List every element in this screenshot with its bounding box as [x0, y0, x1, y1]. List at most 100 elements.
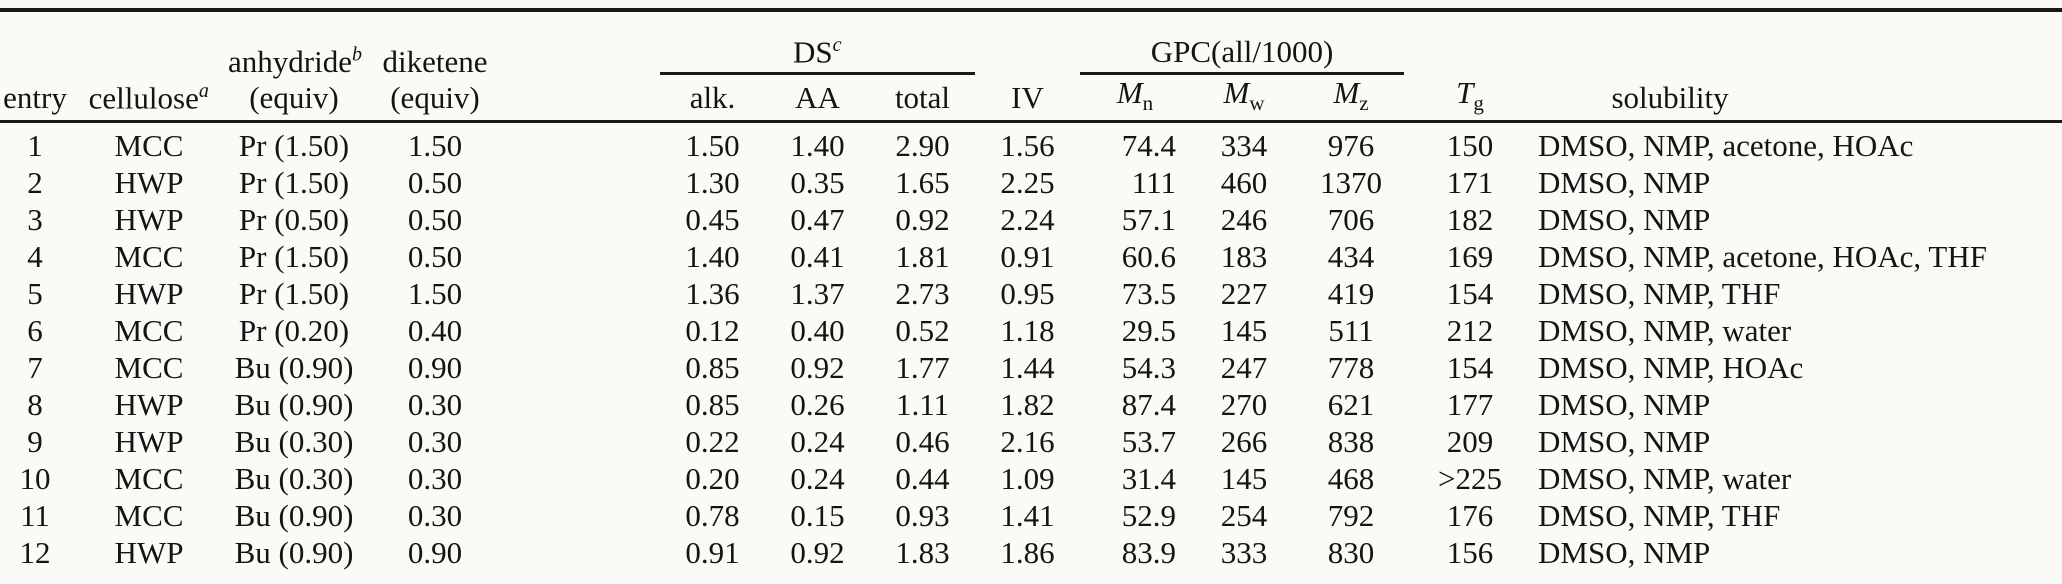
cell-ds-total: 2.73	[895, 275, 950, 311]
cell-mw: 334	[1190, 120, 1298, 165]
cell-mw: 254	[1220, 497, 1268, 533]
anhydride-unit-label: (equiv)	[249, 80, 339, 116]
col-header-cellulose: cellulosea	[70, 10, 228, 122]
col-header-mw: Mw	[1190, 74, 1298, 122]
cell-ds-alk: 0.78	[685, 497, 740, 533]
cell-mn: 31.4	[1121, 460, 1176, 496]
cell-mn: 29.5	[1121, 312, 1176, 348]
cell-mz: 468	[1327, 460, 1375, 496]
cell-entry: 2	[27, 164, 43, 200]
cell-iv: 1.44	[1000, 349, 1055, 385]
cell-entry: 11	[20, 497, 50, 533]
cell-cellulose: MCC	[70, 120, 228, 165]
tg-subscript: g	[1473, 91, 1484, 116]
header-row-subcolumns: alk. AA total Mn Mw Mz	[0, 74, 2062, 122]
cell-mz: 778	[1327, 349, 1375, 385]
cell-ds-alk: 1.30	[685, 164, 740, 200]
cell-mw: 333	[1220, 534, 1268, 570]
cell-iv: 2.16	[1000, 423, 1055, 459]
cell-mz: 706	[1327, 201, 1375, 237]
cell-anhydride: Bu (0.90)	[234, 534, 354, 570]
cell-anhydride: Pr (0.20)	[238, 312, 350, 348]
cell-entry: 3	[27, 201, 43, 237]
solubility-header-label: solubility	[1611, 80, 1729, 116]
cell-mw: 145	[1220, 312, 1268, 348]
cell-mw: 247	[1220, 349, 1268, 385]
table-row: 8 HWP Bu (0.90) 0.30 0.85 0.26 1.11 1.82…	[0, 386, 2062, 423]
tg-header-label: T	[1456, 75, 1474, 110]
cell-tg: 154	[1446, 349, 1494, 385]
cell-mz: 838	[1327, 423, 1375, 459]
cell-mz: 830	[1327, 534, 1375, 570]
cell-mn: 57.1	[1121, 201, 1176, 237]
cell-mz: 419	[1327, 275, 1375, 311]
total-header-label: total	[894, 80, 951, 116]
footnote-b-marker: b	[351, 43, 363, 66]
cell-diketene: 0.50	[407, 164, 463, 200]
cell-ds-alk: 0.91	[685, 534, 740, 570]
header-row-spanners: entry cellulosea anhydrideb (equiv) diket…	[0, 10, 2062, 115]
col-header-anhydride: anhydrideb (equiv)	[228, 10, 363, 122]
table-body: 1 MCC Pr (1.50) 1.50 1.50 1.40 2.90 1.56…	[0, 120, 2062, 572]
col-header-ds-alk: alk.	[660, 74, 765, 122]
cell-anhydride: Pr (0.50)	[238, 201, 350, 237]
table-row: 6 MCC Pr (0.20) 0.40 0.12 0.40 0.52 1.18…	[0, 312, 2062, 349]
col-group-ds: DSc	[660, 10, 975, 75]
cell-solubility: DMSO, NMP	[1538, 534, 1711, 570]
ds-group-label: DS	[792, 34, 833, 69]
mn-subscript: n	[1142, 91, 1154, 116]
anhydride-header-label: anhydrideb	[228, 43, 363, 80]
cell-ds-alk: 0.20	[685, 460, 740, 496]
cell-diketene: 0.40	[407, 312, 463, 348]
cell-ds-aa: 0.92	[790, 534, 845, 570]
cell-anhydride: Bu (0.90)	[234, 386, 354, 422]
table-row: 9 HWP Bu (0.30) 0.30 0.22 0.24 0.46 2.16…	[0, 423, 2062, 460]
diketene-unit-label: (equiv)	[390, 80, 480, 116]
cell-mn: 52.9	[1121, 497, 1176, 533]
cell-anhydride: Bu (0.90)	[234, 497, 354, 533]
cell-cellulose: HWP	[114, 534, 184, 570]
cell-mw: 266	[1220, 423, 1268, 459]
cell-solubility: DMSO, NMP	[1538, 201, 1711, 237]
cell-tg: 212	[1446, 312, 1494, 348]
aa-header-label: AA	[795, 80, 840, 116]
col-group-gpc: GPC(all/1000)	[1080, 10, 1405, 75]
cell-tg: 209	[1446, 423, 1494, 459]
iv-header-label: IV	[1011, 80, 1044, 116]
cell-diketene: 0.90	[407, 534, 463, 570]
table-row: 7 MCC Bu (0.90) 0.90 0.85 0.92 1.77 1.44…	[0, 349, 2062, 386]
mw-subscript: w	[1249, 91, 1265, 116]
cell-entry: 7	[27, 349, 43, 385]
cell-anhydride: Pr (1.50)	[238, 275, 350, 311]
gpc-group-label: GPC(all/1000)	[1150, 34, 1334, 69]
cell-anhydride: Pr (1.50)	[228, 120, 360, 165]
cell-tg: 169	[1446, 238, 1494, 274]
cell-iv: 1.41	[1000, 497, 1055, 533]
col-header-mz: Mz	[1298, 74, 1404, 122]
cell-ds-aa: 0.24	[790, 460, 845, 496]
cell-diketene: 0.50	[407, 201, 463, 237]
cell-mz: 976	[1298, 120, 1405, 165]
cell-anhydride: Pr (1.50)	[238, 238, 350, 274]
cell-ds-total: 0.93	[895, 497, 950, 533]
table-row: 3 HWP Pr (0.50) 0.50 0.45 0.47 0.92 2.24…	[0, 201, 2062, 238]
cell-diketene: 0.50	[407, 238, 463, 274]
cell-tg: 177	[1446, 386, 1494, 422]
mw-header-label: M	[1223, 75, 1250, 110]
cell-tg: 182	[1446, 201, 1494, 237]
cell-tg: 171	[1446, 164, 1494, 200]
characterization-table: entry cellulosea anhydrideb (equiv) diket…	[0, 8, 2062, 571]
cell-entry: 10	[19, 460, 51, 496]
cell-solubility: DMSO, NMP, THF	[1538, 497, 1781, 533]
cell-tg: 154	[1446, 275, 1494, 311]
mz-header-label: M	[1333, 75, 1360, 110]
cell-cellulose: MCC	[114, 460, 184, 496]
cell-mw: 246	[1220, 201, 1268, 237]
cell-ds-aa: 0.47	[790, 201, 845, 237]
cell-cellulose: HWP	[114, 423, 184, 459]
table-row: 4 MCC Pr (1.50) 0.50 1.40 0.41 1.81 0.91…	[0, 238, 2062, 275]
cell-entry: 12	[19, 534, 51, 570]
col-header-iv: IV	[975, 10, 1080, 122]
col-header-ds-aa: AA	[765, 74, 870, 122]
